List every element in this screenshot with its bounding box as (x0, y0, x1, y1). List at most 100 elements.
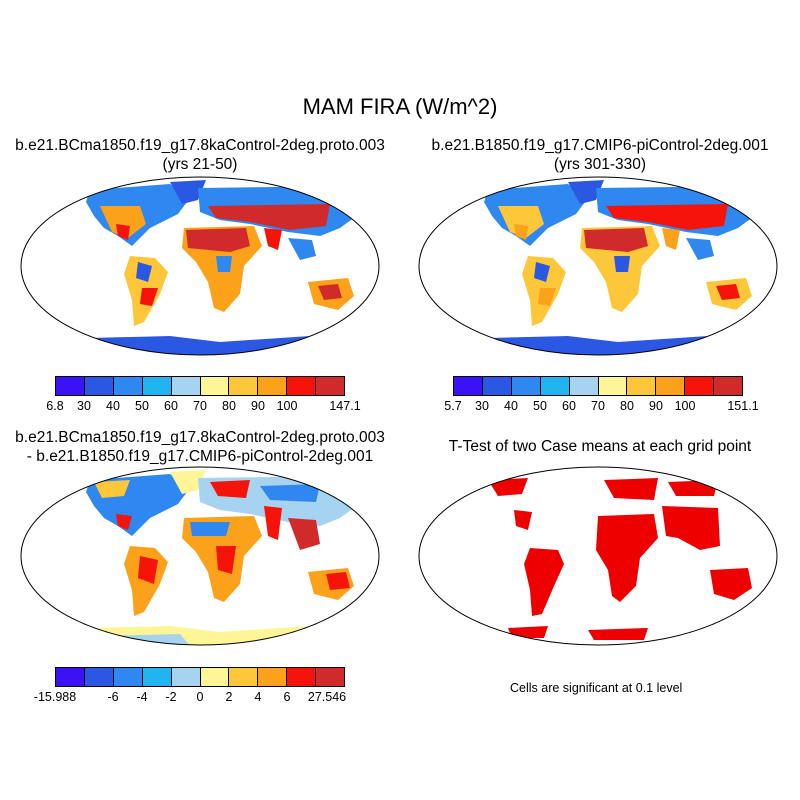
significant-cells (488, 478, 752, 640)
sig-south-america (524, 548, 564, 616)
land-us-warm (498, 206, 544, 238)
colorbar-case-label: 30 (77, 399, 91, 413)
map-difference-svg (20, 466, 380, 646)
land-us-hot (514, 224, 528, 240)
colorbar-swatch (511, 377, 541, 395)
land-china (288, 518, 320, 550)
colorbar-control-label: 100 (674, 399, 696, 413)
sig-asia (662, 506, 720, 550)
colorbar-swatch (142, 668, 172, 686)
land-sa-hot (538, 288, 556, 306)
land-regions (80, 180, 370, 355)
land-greenland (568, 180, 604, 204)
colorbar-case (55, 376, 345, 396)
colorbar-swatch (113, 668, 143, 686)
colorbar-swatch (627, 377, 657, 395)
colorbar-control-label: 50 (533, 399, 547, 413)
colorbar-swatch (714, 377, 743, 395)
land-india (264, 228, 282, 250)
map-case (20, 176, 380, 356)
sig-alaska (488, 478, 528, 496)
land-us-hot (116, 224, 130, 240)
panel-title-control: b.e21.B1850.f19_g17.CMIP6-piControl-2deg… (400, 136, 800, 174)
land-europe (210, 480, 250, 498)
colorbar-swatch (171, 377, 201, 395)
colorbar-swatch (113, 377, 143, 395)
land-se-asia (686, 238, 714, 260)
colorbar-difference-label: 0 (196, 690, 204, 704)
land-sa-hot (140, 288, 158, 306)
map-boundary (418, 466, 778, 646)
colorbar-swatch (56, 668, 85, 686)
colorbar-difference-label: -6 (107, 690, 119, 704)
panel-title-difference: b.e21.BCma1850.f19_g17.8kaControl-2deg.p… (0, 428, 400, 466)
land-australia-hot (716, 284, 740, 300)
sig-europe (604, 478, 658, 500)
sig-australia (710, 568, 752, 600)
colorbar-swatch (598, 377, 628, 395)
figure-title: MAM FIRA (W/m^2) (302, 94, 498, 119)
land-sahara (584, 228, 648, 252)
colorbar-control-max: 151.1 (727, 399, 759, 413)
land-central-africa (216, 546, 236, 574)
map-control (418, 176, 778, 356)
land-greenland (170, 180, 206, 204)
sig-mexico (514, 510, 532, 530)
colorbar-swatch (569, 377, 599, 395)
land-india (662, 228, 680, 250)
colorbar-control-label: 40 (504, 399, 518, 413)
land-eurasia-hot (606, 204, 728, 230)
panel-title-difference-line2: - b.e21.B1850.f19_g17.CMIP6-piControl-2d… (26, 448, 374, 465)
colorbar-swatch (142, 377, 172, 395)
colorbar-case-label: 90 (251, 399, 265, 413)
colorbar-swatch (482, 377, 512, 395)
colorbar-swatch (656, 377, 686, 395)
map-boundary (20, 176, 380, 356)
panel-title-ttest-line1: T-Test of two Case means at each grid po… (448, 438, 752, 455)
colorbar-case-label: 100 (276, 399, 298, 413)
colorbar-swatch (258, 668, 288, 686)
colorbar-difference-label: 6 (283, 690, 291, 704)
panel-title-case-line1: b.e21.BCma1850.f19_g17.8kaControl-2deg.p… (15, 137, 385, 154)
panel-title-difference-line1: b.e21.BCma1850.f19_g17.8kaControl-2deg.p… (15, 429, 385, 446)
land-regions (478, 180, 768, 355)
ttest-note: Cells are significant at 0.1 level (510, 681, 683, 695)
land-alaska (94, 480, 130, 498)
colorbar-swatch (316, 377, 345, 395)
colorbar-swatch (287, 668, 317, 686)
colorbar-control-label: 30 (475, 399, 489, 413)
land-mexico (116, 514, 132, 530)
colorbar-swatch (200, 668, 230, 686)
colorbar-control (453, 376, 743, 396)
colorbar-swatch (287, 377, 317, 395)
land-sahara (186, 228, 250, 252)
panel-title-ttest: T-Test of two Case means at each grid po… (400, 437, 800, 456)
colorbar-control-label: 70 (591, 399, 605, 413)
colorbar-case-label: 40 (106, 399, 120, 413)
sig-antarctica-east (588, 628, 648, 640)
land-amazon (136, 262, 152, 282)
land-sahara (190, 522, 230, 536)
sig-siberia (668, 480, 718, 496)
colorbar-difference-label: -4 (136, 690, 148, 704)
land-siberia (260, 484, 320, 502)
colorbar-difference-label: 2 (225, 690, 233, 704)
land-sa-hot (138, 556, 158, 584)
colorbar-control-label: 60 (562, 399, 576, 413)
panel-title-control-line1: b.e21.B1850.f19_g17.CMIP6-piControl-2deg… (431, 137, 769, 154)
land-us-warm (100, 206, 146, 238)
colorbar-swatch (84, 668, 114, 686)
land-australia-hot (318, 284, 342, 300)
colorbar-swatch (316, 668, 345, 686)
colorbar-case-label: 80 (222, 399, 236, 413)
colorbar-swatch (540, 377, 570, 395)
panel-title-case: b.e21.BCma1850.f19_g17.8kaControl-2deg.p… (0, 136, 400, 174)
land-congo (216, 256, 232, 272)
colorbar-swatch (685, 377, 715, 395)
map-boundary (418, 176, 778, 356)
map-difference (20, 466, 380, 646)
colorbar-case-label: 70 (193, 399, 207, 413)
colorbar-case-label: 50 (135, 399, 149, 413)
land-eurasia-hot (208, 204, 330, 230)
colorbar-swatch (171, 668, 201, 686)
